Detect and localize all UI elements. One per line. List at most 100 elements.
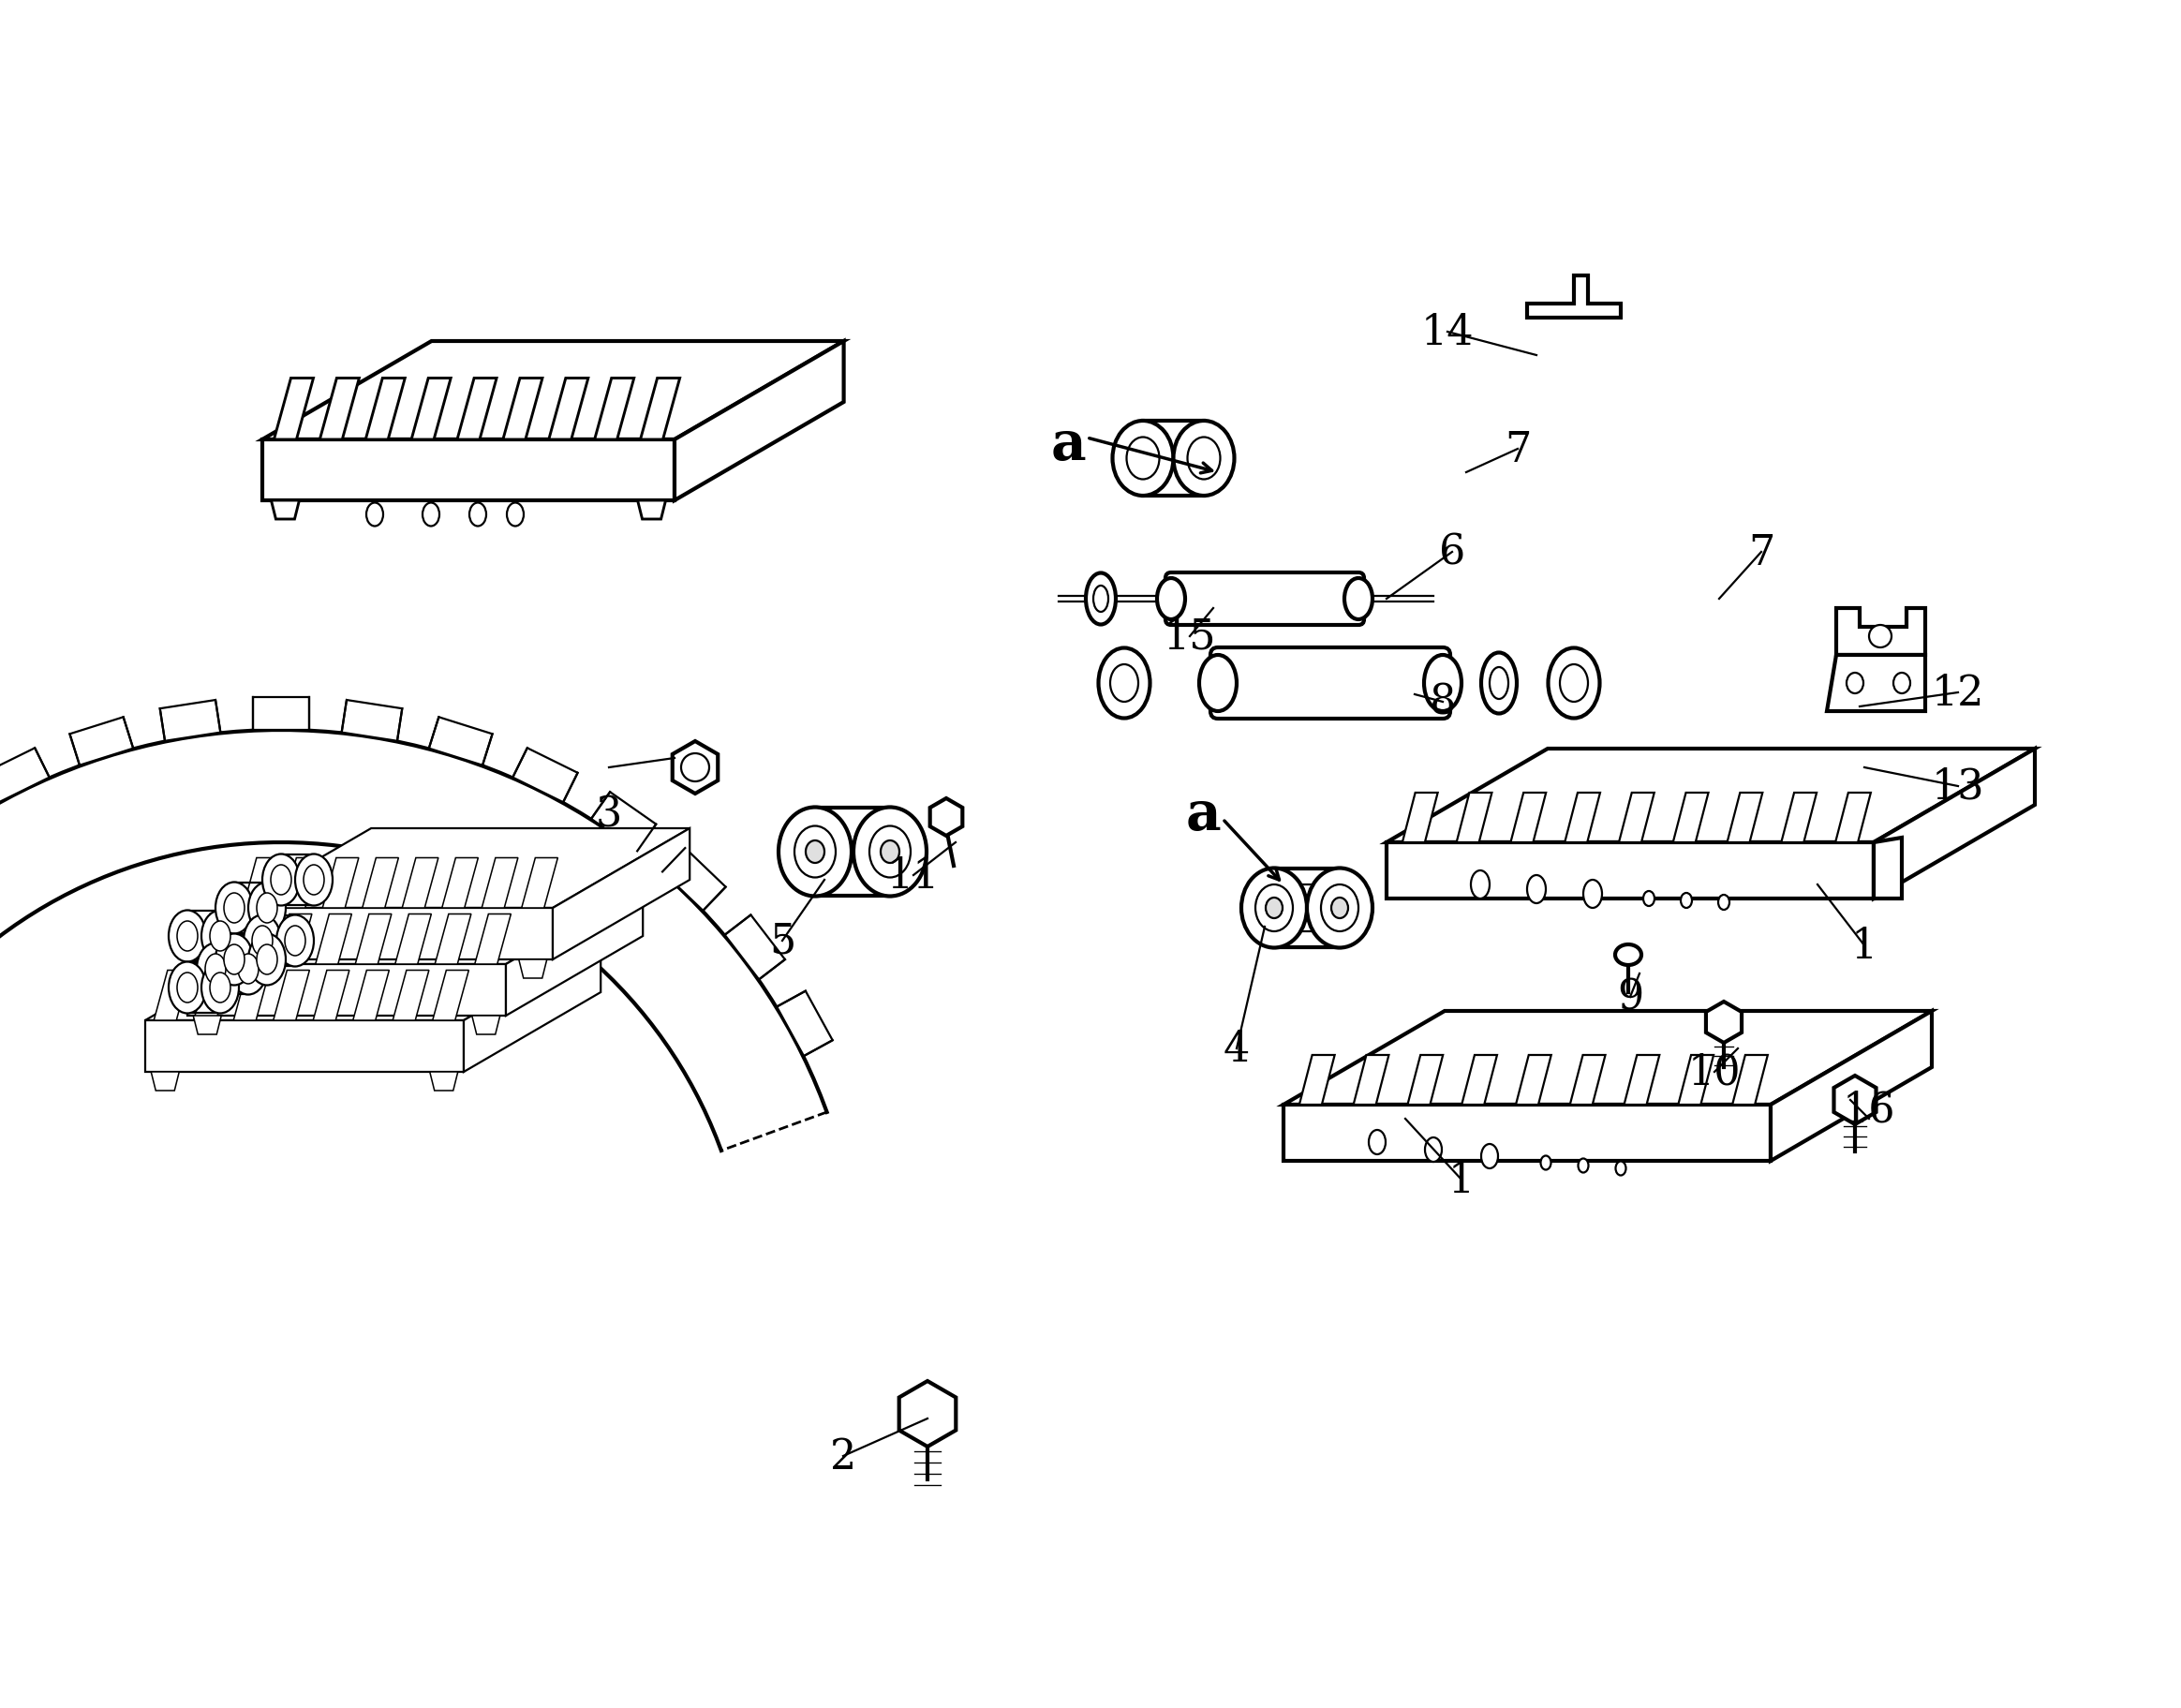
Polygon shape — [1516, 1056, 1551, 1105]
Polygon shape — [233, 970, 270, 1021]
Polygon shape — [412, 379, 451, 441]
Polygon shape — [262, 441, 674, 500]
Ellipse shape — [1256, 885, 1293, 933]
Text: 14: 14 — [1420, 313, 1474, 352]
Polygon shape — [321, 379, 360, 441]
Text: 15: 15 — [1162, 617, 1217, 658]
Polygon shape — [776, 991, 833, 1056]
Circle shape — [680, 753, 709, 782]
Text: 3: 3 — [595, 794, 622, 835]
Polygon shape — [1873, 839, 1902, 898]
Ellipse shape — [1847, 673, 1863, 693]
FancyBboxPatch shape — [1210, 647, 1450, 719]
Polygon shape — [188, 885, 643, 965]
Polygon shape — [513, 748, 578, 803]
Ellipse shape — [1470, 871, 1490, 898]
Ellipse shape — [229, 943, 266, 996]
Polygon shape — [1570, 1056, 1605, 1105]
Ellipse shape — [1306, 868, 1372, 948]
Ellipse shape — [249, 934, 286, 986]
Polygon shape — [366, 379, 406, 441]
Polygon shape — [1354, 1056, 1389, 1105]
Text: 1: 1 — [1852, 926, 1878, 967]
Polygon shape — [270, 500, 299, 519]
Polygon shape — [284, 857, 318, 909]
Ellipse shape — [177, 974, 198, 1003]
Polygon shape — [194, 970, 229, 1021]
Polygon shape — [236, 914, 273, 965]
Polygon shape — [242, 857, 279, 909]
Ellipse shape — [201, 910, 240, 962]
Text: 5: 5 — [770, 921, 796, 962]
Ellipse shape — [1549, 649, 1599, 719]
Ellipse shape — [216, 883, 253, 934]
Ellipse shape — [1322, 885, 1359, 933]
Polygon shape — [1527, 277, 1620, 318]
Ellipse shape — [1099, 649, 1149, 719]
Polygon shape — [591, 793, 656, 852]
Ellipse shape — [168, 910, 207, 962]
Ellipse shape — [794, 827, 835, 878]
Ellipse shape — [1719, 895, 1730, 910]
Ellipse shape — [779, 808, 851, 897]
Polygon shape — [273, 970, 310, 1021]
Polygon shape — [430, 1073, 458, 1091]
Polygon shape — [637, 500, 665, 519]
Ellipse shape — [1893, 673, 1911, 693]
Ellipse shape — [1241, 868, 1306, 948]
Polygon shape — [194, 1016, 220, 1035]
Polygon shape — [1282, 1105, 1771, 1161]
Ellipse shape — [277, 915, 314, 967]
Ellipse shape — [201, 962, 240, 1013]
Polygon shape — [393, 970, 430, 1021]
Polygon shape — [1873, 750, 2035, 898]
Polygon shape — [342, 700, 401, 741]
Polygon shape — [1618, 793, 1653, 842]
Ellipse shape — [1540, 1156, 1551, 1170]
Polygon shape — [1673, 793, 1708, 842]
Text: 10: 10 — [1688, 1052, 1740, 1093]
Polygon shape — [1732, 1056, 1769, 1105]
Ellipse shape — [1330, 898, 1348, 919]
Polygon shape — [401, 857, 438, 909]
Polygon shape — [356, 914, 390, 965]
Ellipse shape — [225, 893, 244, 924]
Ellipse shape — [286, 926, 305, 956]
Polygon shape — [1387, 842, 1873, 898]
Ellipse shape — [506, 504, 523, 526]
Text: 6: 6 — [1439, 533, 1466, 572]
Ellipse shape — [1370, 1131, 1385, 1155]
Polygon shape — [253, 697, 310, 731]
Polygon shape — [1300, 1056, 1335, 1105]
Polygon shape — [314, 970, 349, 1021]
Polygon shape — [1282, 1011, 1932, 1105]
Polygon shape — [275, 379, 314, 441]
Ellipse shape — [177, 921, 198, 951]
Polygon shape — [475, 914, 510, 965]
Text: 8: 8 — [1429, 681, 1457, 722]
Text: 2: 2 — [831, 1436, 857, 1476]
Polygon shape — [1771, 1011, 1932, 1161]
Polygon shape — [1564, 793, 1601, 842]
Polygon shape — [233, 828, 689, 909]
Ellipse shape — [870, 827, 912, 878]
Ellipse shape — [1265, 898, 1282, 919]
Ellipse shape — [1186, 437, 1219, 480]
Ellipse shape — [209, 921, 231, 951]
Ellipse shape — [1559, 664, 1588, 702]
Ellipse shape — [469, 504, 486, 526]
Polygon shape — [188, 965, 506, 1016]
Polygon shape — [159, 700, 220, 741]
Polygon shape — [1782, 793, 1817, 842]
Text: 13: 13 — [1932, 767, 1985, 806]
Polygon shape — [150, 1073, 179, 1091]
Ellipse shape — [1086, 574, 1117, 625]
Text: a: a — [1051, 418, 1086, 471]
Polygon shape — [724, 915, 785, 980]
Ellipse shape — [196, 943, 233, 996]
Polygon shape — [641, 379, 680, 441]
Polygon shape — [275, 914, 312, 965]
Ellipse shape — [1110, 664, 1138, 702]
Ellipse shape — [1156, 579, 1184, 620]
Polygon shape — [465, 941, 600, 1073]
